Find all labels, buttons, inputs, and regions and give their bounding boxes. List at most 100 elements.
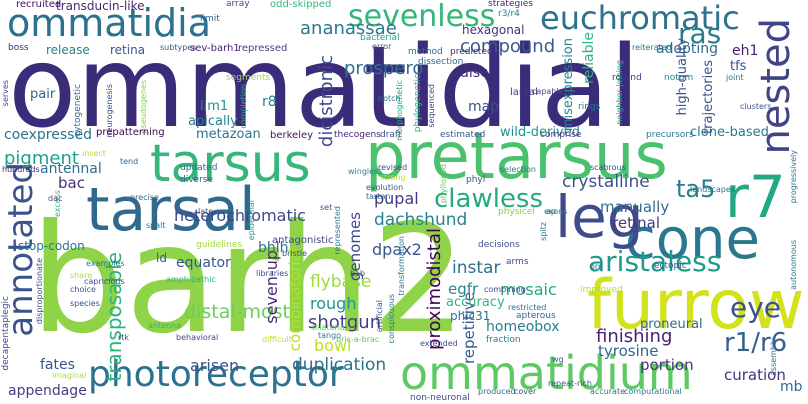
- word-predicted: predicted: [450, 47, 493, 57]
- word-portion: portion: [640, 356, 694, 374]
- word-spalt: spalt: [146, 221, 166, 230]
- word-ectopic: ectopic: [654, 261, 687, 271]
- word-tfs: tfs: [730, 59, 747, 74]
- word-reiterated: reiterated: [632, 43, 672, 52]
- word-assembly: assembly: [769, 338, 778, 376]
- word-phic31: phic31: [450, 309, 491, 323]
- word-segments: segments: [226, 73, 271, 83]
- word-spitz: spitz: [539, 222, 548, 241]
- word-tarsal: tarsal: [86, 175, 256, 245]
- word-scabrous: scabrous: [590, 163, 626, 172]
- word-dac: dac: [48, 194, 63, 203]
- word-epidermal: epidermal: [247, 200, 256, 241]
- word-recruited: recruited: [16, 0, 62, 10]
- word-joint: joint: [726, 73, 744, 82]
- word-conspicuous: conspicuous: [387, 294, 396, 344]
- word-eye: eye: [730, 291, 782, 324]
- word-lim1: lim1: [200, 99, 229, 114]
- word-capable: capable: [532, 87, 564, 96]
- word-cover: cover: [514, 387, 537, 396]
- word-retina: retina: [110, 43, 146, 57]
- word-arisen: arisen: [190, 356, 240, 375]
- word-neighbor-joining: neighbor-joining: [615, 60, 624, 125]
- word-rotund: rotund: [612, 73, 642, 83]
- word-extended: extended: [420, 339, 458, 348]
- word-map: map: [468, 99, 500, 115]
- word-examples: examples: [86, 259, 125, 268]
- word-notum: notum: [664, 73, 694, 83]
- word-precise: precise: [130, 193, 159, 202]
- word-bilateria: bilateria: [312, 323, 345, 332]
- word-tartan: tartan: [366, 192, 391, 201]
- word-appendage: appendage: [8, 383, 87, 399]
- word-phyl: phyl: [466, 175, 486, 185]
- word-photoreceptor: photoreceptor: [88, 354, 344, 395]
- word-clone-based: clone-based: [690, 125, 769, 140]
- word-cone: cone: [625, 207, 760, 272]
- word-finishing: finishing: [596, 326, 673, 347]
- word-reliable: reliable: [581, 32, 597, 84]
- word-odd-skipped: odd-skipped: [270, 0, 332, 10]
- word-pigment: pigment: [4, 148, 79, 169]
- word-orn: orn: [590, 262, 604, 271]
- word-landscapes: landscapes: [690, 185, 735, 194]
- word-rtk: rtk: [118, 333, 130, 342]
- word-cytogenetic: cytogenetic: [73, 84, 83, 137]
- word-proneural: proneural: [640, 317, 703, 332]
- word-behavioral: behavioral: [176, 333, 219, 342]
- word-curation: curation: [724, 366, 786, 384]
- word-exons: exons: [544, 207, 568, 216]
- word-adopting: adopting: [656, 41, 719, 57]
- word-seven-up: seven-up: [262, 250, 281, 324]
- word-decapentaplegic: decapentaplegic: [1, 296, 11, 371]
- word-revised: revised: [378, 163, 408, 172]
- word-hundreds: hundreds: [2, 165, 40, 174]
- word-equator: equator: [176, 255, 231, 271]
- word-tango: tango: [318, 331, 342, 340]
- word-distal-most: distal-most: [184, 301, 290, 323]
- word-non-neuronal: non-neuronal: [410, 393, 470, 403]
- word-furrow: furrow: [587, 266, 805, 345]
- word-wg: wg: [552, 355, 564, 364]
- word-pupal: pupal: [374, 189, 419, 208]
- word-r1r6: r1/r6: [724, 328, 788, 358]
- word-bab: bab: [350, 269, 366, 278]
- word-apterous: apterous: [516, 311, 556, 321]
- word-ld: ld: [156, 251, 167, 265]
- word-hexagonal: hexagonal: [462, 23, 525, 37]
- word-duplication: duplication: [292, 355, 387, 375]
- word-antennal: antennal: [40, 161, 102, 177]
- word-trajectories: trajectories: [701, 60, 716, 134]
- word-dachshund: dachshund: [374, 210, 468, 230]
- word-retinal: retinal: [612, 214, 660, 232]
- word-barh2: barh2: [30, 193, 467, 367]
- word-disc: disc: [460, 65, 488, 81]
- word-precursors: precursors: [646, 130, 694, 140]
- word-boss: boss: [8, 43, 29, 53]
- word-limit: limit: [200, 14, 220, 24]
- word-ommatidia: ommatidia: [7, 1, 211, 45]
- word-wingless: wingless: [348, 167, 383, 176]
- word-homeobox: homeobox: [486, 319, 560, 335]
- word-phylogenetic: phylogenetic: [413, 74, 423, 133]
- word-progressively: progressively: [789, 150, 798, 204]
- word-array: array: [226, 0, 250, 9]
- word-manually: manually: [600, 198, 670, 216]
- word-clusters: clusters: [740, 102, 772, 111]
- word-ommatidium: ommatidium: [400, 346, 693, 400]
- word-sevenless: sevenless: [348, 0, 496, 34]
- word-clawless: clawless: [434, 184, 544, 214]
- word-tyrosine: tyrosine: [598, 342, 659, 360]
- word-evolution: evolution: [366, 183, 404, 192]
- word-bowl: bowl: [314, 336, 352, 355]
- word-prepatterning: prepatterning: [96, 127, 165, 138]
- word-heterochromatic: heterochromatic: [174, 206, 306, 225]
- word-restricted: restricted: [508, 303, 547, 312]
- word-aristaless: aristaless: [588, 245, 722, 278]
- word-decisions: decisions: [478, 240, 520, 250]
- word-comprise: comprise: [540, 130, 582, 140]
- word-disproportionate: disproportionate: [35, 258, 44, 325]
- word-bric-a-brac: bric-a-brac: [336, 335, 380, 344]
- word-prospero: prospero: [344, 58, 424, 79]
- word-phyllopod: phyllopod: [439, 164, 448, 204]
